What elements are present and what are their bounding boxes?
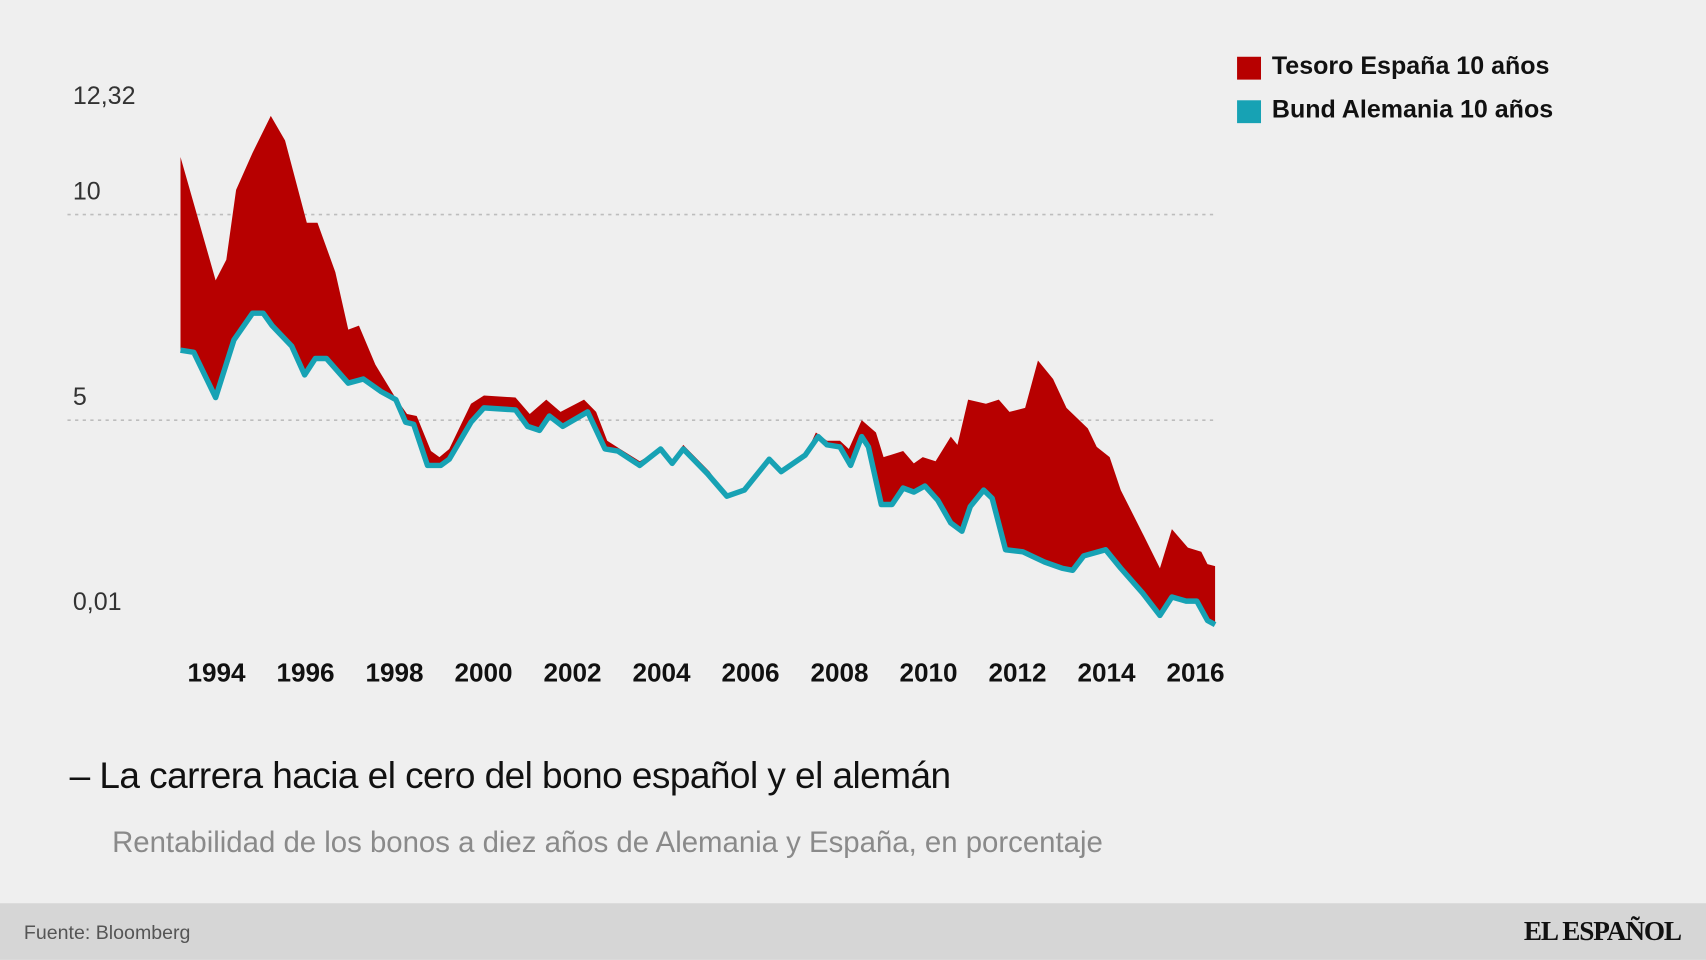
y-tick-label: 10 [73,177,101,205]
x-tick-label: 2014 [1077,657,1136,687]
title-text: La carrera hacia el cero del bono españo… [99,755,950,796]
x-tick-label: 2006 [721,657,779,687]
x-tick-label: 2000 [454,657,512,687]
x-tick-label: 2002 [543,657,601,687]
el-espanol-logo: EL ESPAÑOL [1524,916,1681,946]
footer-bar [0,903,1706,960]
legend: Tesoro España 10 años Bund Alemania 10 a… [1237,52,1553,124]
x-tick-label: 2004 [632,657,691,687]
x-tick-label: 2008 [810,657,868,687]
series-line-germany [180,310,1217,627]
legend-label-germany: Bund Alemania 10 años [1272,96,1553,124]
chart-title: – La carrera hacia el cero del bono espa… [70,755,951,796]
legend-swatch-germany [1237,100,1262,124]
x-tick-label: 1998 [365,657,423,687]
x-tick-label: 2010 [899,657,957,687]
x-tick-label: 1996 [276,657,334,687]
spread-area-spain [180,115,1216,625]
y-tick-label: 5 [73,383,87,411]
chart-subtitle: Rentabilidad de los bonos a diez años de… [112,826,1103,859]
y-axis: 0,01 5 10 12,32 [73,82,136,616]
x-tick-label: 1994 [187,657,246,687]
y-tick-label: 0,01 [73,588,122,616]
y-tick-label: 12,32 [73,82,136,110]
source-note: Fuente: Bloomberg [24,922,191,944]
legend-label-spain: Tesoro España 10 años [1272,52,1550,80]
title-dash: – [70,755,91,796]
legend-swatch-spain [1237,56,1262,80]
x-tick-label: 2012 [988,657,1046,687]
x-axis: 1994 1996 1998 2000 2002 2004 2006 2008 2010 2012… [187,657,1224,687]
x-tick-label: 2016 [1166,657,1224,687]
